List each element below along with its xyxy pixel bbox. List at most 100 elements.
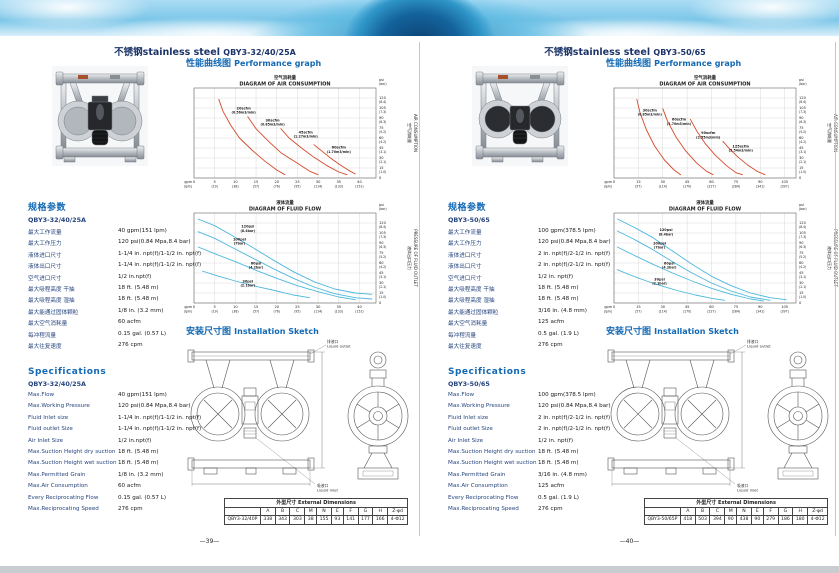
- spec-value: 0.15 gal. (0.57 L): [118, 330, 167, 337]
- chart-ylabel-en: PRESSURE OF FLUID OUTLET: [413, 229, 418, 287]
- dim-cell: 38: [304, 515, 318, 525]
- chart-title: DIAGRAM OF FLUID FLOW: [249, 207, 322, 213]
- callout-inlet-en: Liquid inlet: [317, 488, 339, 493]
- specs-cn-model: QBY3-32/40/25A: [28, 216, 86, 224]
- spec-value: 120 psi(0.84 Mpa,8.4 bar): [538, 239, 611, 246]
- curve-label: 20scfm: [237, 106, 252, 110]
- spec-row: 液体进口尺寸 1-1/4 in. npt(f)/1-1/2 in. npt(f): [28, 251, 201, 262]
- specs-cn-heading: 规格参数: [448, 203, 487, 213]
- spec-value: 100 gpm(378.5 lpm): [538, 392, 596, 398]
- y-tick-label: 30: [799, 156, 804, 160]
- y-tick-label: 75: [799, 126, 804, 130]
- callout-inlet-cn: 吸液口: [317, 483, 329, 488]
- x-tick-label-alt: (114): [659, 185, 667, 189]
- spec-value: 60 acfm: [118, 483, 141, 490]
- curve-label-alt: (1.70m3/min): [327, 150, 352, 154]
- y-tick-label: 0: [799, 176, 802, 180]
- y-tick-label-alt: (4.2): [799, 140, 806, 144]
- spec-row: Every Reciprocating Flow 0.5 gal. (1.9 L): [448, 495, 613, 506]
- x-tick-label: 30: [660, 305, 665, 309]
- x-tick-label: 75: [734, 180, 739, 184]
- spec-label: 最大空气消耗量: [28, 321, 68, 328]
- spec-label: Fluid Inlet size: [448, 414, 489, 421]
- spec-value: 3/16 in. (4.8 mm): [538, 307, 587, 314]
- performance-graph-heading: 性能曲线图 Performance graph: [606, 56, 741, 69]
- y-tick-label: 105: [379, 106, 386, 110]
- x-axis-unit-alt: (lpm): [604, 185, 612, 189]
- dim-col-header: A: [679, 506, 696, 517]
- spec-label: Max.Flow: [28, 392, 55, 398]
- y-tick-label: 60: [799, 261, 804, 265]
- spec-label: 液体进口尺寸: [448, 252, 482, 259]
- dim-cell: 177: [357, 515, 374, 525]
- y-tick-label-alt: (6.3): [799, 245, 806, 249]
- y-tick-label: 60: [379, 136, 384, 140]
- spec-label: Max.Suction Height dry suction: [448, 448, 536, 455]
- spec-row: 最大能通过固体颗粒 1/8 in. (3.2 mm): [28, 308, 193, 319]
- spec-row: 最大工作压力 120 psi(0.84 Mpa,8.4 bar): [448, 239, 613, 250]
- x-tick-label: 90: [758, 305, 763, 309]
- x-tick-label: 10: [233, 180, 238, 184]
- dim-cell: 4-Φ12: [807, 515, 829, 525]
- x-axis-unit: gpm: [604, 305, 612, 309]
- x-tick-label: 60: [709, 305, 714, 309]
- curve-label: 45scfm: [299, 130, 314, 134]
- spec-label: 空气进口尺寸: [448, 275, 482, 282]
- spec-value: 18 ft. (5.48 m): [538, 460, 579, 467]
- chart-title-cn: 空气消耗量: [274, 74, 297, 81]
- x-tick-label: 0: [193, 305, 196, 309]
- x-tick-label-alt: (227): [707, 185, 715, 189]
- y-tick-label: 120: [379, 96, 387, 100]
- x-tick-label-alt: (38): [232, 185, 238, 189]
- curve-60psi: [197, 246, 356, 301]
- y-tick-label-alt: (8.4): [379, 225, 386, 229]
- dim-col-header: E: [330, 506, 344, 517]
- y-tick-label: 75: [799, 251, 804, 255]
- dim-col-header: C: [709, 506, 726, 517]
- x-tick-label-alt: (114): [659, 310, 667, 314]
- spec-row: Max.Flow 40 gpm(151 lpm): [28, 392, 193, 403]
- x-tick-label: 15: [636, 180, 641, 184]
- chart-ylabel-cn: 液体出口压力: [827, 246, 833, 270]
- y-tick-label: 30: [379, 156, 384, 160]
- y-tick-label: 45: [379, 271, 384, 275]
- curve-100psi: [197, 231, 373, 300]
- spec-row: 最大工作压力 120 psi(0.84 Mpa,8.4 bar): [28, 239, 193, 250]
- curve-label: 125scfm: [732, 144, 749, 148]
- sketch-callouts: 排液口 Liquid outlet 吸液口 Liquid inlet: [317, 339, 351, 493]
- x-tick-label-alt: (151): [355, 185, 363, 189]
- title-english: stainless steel: [142, 47, 220, 58]
- spec-label: Max.Working Pressure: [448, 403, 510, 410]
- spec-row: Max.Reciprocating Speed 276 cpm: [28, 506, 193, 517]
- title-chinese: 不锈钢: [544, 47, 573, 58]
- x-tick-label-alt: (284): [732, 310, 740, 314]
- y-tick-label: 60: [379, 261, 384, 265]
- spec-row: 最大吸程高度 湿抽 18 ft. (5.48 m): [28, 296, 193, 307]
- spec-label: Every Reciprocating Flow: [28, 494, 99, 501]
- x-tick-label: 40: [357, 180, 362, 184]
- callout-outlet-en: Liquid outlet: [327, 344, 351, 349]
- y-tick-label: 0: [379, 176, 382, 180]
- spec-row: Max.Flow 100 gpm(378.5 lpm): [448, 392, 613, 403]
- x-axis-unit: gpm: [184, 180, 192, 184]
- x-tick-label-alt: (76): [274, 185, 280, 189]
- dim-cell: 279: [762, 515, 779, 525]
- dim-cell: QBY3-32/40P: [224, 515, 261, 525]
- curve-label: 100psi: [653, 241, 666, 245]
- spec-value: 0.5 gal. (1.9 L): [538, 494, 579, 501]
- spec-label: Fluid Inlet size: [28, 414, 69, 421]
- y-tick-label-alt: (5.2): [379, 255, 386, 259]
- y-tick-label: 60: [799, 136, 804, 140]
- y-tick-label: 90: [799, 116, 804, 120]
- specs-en-model: QBY3-50/65: [448, 380, 490, 388]
- x-tick-label: 15: [254, 305, 259, 309]
- curve-45scfm: [280, 128, 348, 176]
- y-tick-label-alt: (8.4): [379, 100, 386, 104]
- x-axis-unit-alt: (lpm): [184, 310, 192, 314]
- x-tick-label: 20: [274, 305, 279, 309]
- install-heading-cn: 安装尺寸图: [606, 327, 652, 337]
- spec-value: 0.15 gal. (0.57 L): [118, 494, 167, 501]
- x-tick-label-alt: (57): [253, 185, 259, 189]
- dim-cell: 180: [792, 515, 809, 525]
